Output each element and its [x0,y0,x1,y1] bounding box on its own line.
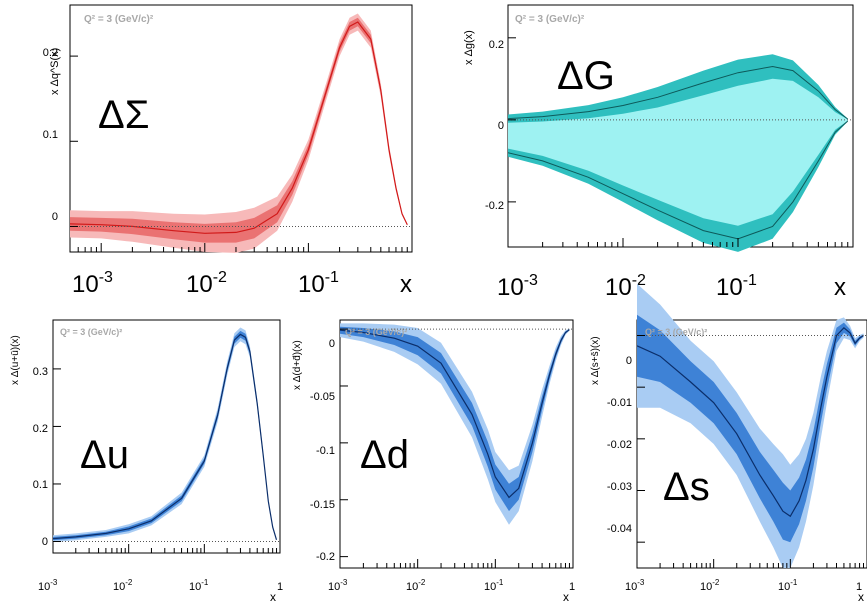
x-tick-label: 10-2 [113,578,133,593]
y-axis-label: x Δq^S(x) [49,48,61,95]
x-tick-label: 10-2 [186,269,227,298]
x-tick-labels: 10-3 10-2 10-1 1 [625,578,862,593]
y-tick-label: 0.1 [43,129,58,141]
curve-label: Δu [80,433,129,477]
y-tick-label: 0 [329,338,335,350]
band-outer [637,283,864,568]
central-line-lower [507,120,849,240]
plot-frame [69,4,413,253]
q2-annotation: Q² = 3 (GeV/c)² [515,14,585,25]
y-tick-labels: 0 0.1 0.2 [43,47,58,223]
y-tick-label: 0 [626,355,632,367]
y-axis-ticks [70,55,78,227]
y-tick-labels: 0 0.1 0.2 0.3 [33,366,48,548]
x-axis-ticks [636,559,867,568]
x-axis-ticks [52,544,281,553]
plot-frame [52,319,281,554]
x-tick-label: 10-1 [484,578,504,593]
central-line [636,326,864,518]
curve-label: ΔG [557,54,615,98]
x-tick-label: 10-1 [716,272,757,301]
x-tick-labels: 10-3 10-2 10-1 [72,269,339,298]
y-axis-label: x Δ(d+d̄)(x) [292,340,303,390]
curve-label: Δs [663,465,710,509]
x-tick-label: 10-3 [328,578,348,593]
x-axis-ticks [339,559,574,568]
y-tick-label: 0.1 [33,479,48,491]
y-tick-label: 0 [42,536,48,548]
band-outer [340,323,570,525]
y-axis-ticks [340,328,348,558]
central-line [52,333,278,540]
x-tick-label: 10-2 [406,578,426,593]
q2-annotation: Q² = 3 (GeV/c)² [60,327,122,337]
x-tick-labels: 10-3 10-2 10-1 1 [328,578,575,593]
x-axis-label: x [834,274,846,301]
x-axis-label: x [270,590,276,604]
plot-frame [636,319,867,569]
y-axis-ticks [637,335,645,543]
y-tick-label: -0.03 [607,481,632,493]
band-inner [637,314,864,543]
x-tick-labels: 10-3 10-2 10-1 1 [38,578,283,593]
y-tick-labels: 0 -0.05 -0.1 -0.15 -0.2 [310,338,335,563]
y-tick-label: -0.04 [607,523,632,535]
central-line [339,329,570,499]
x-tick-label: 1 [856,581,862,593]
y-tick-label: 0 [498,120,504,132]
x-tick-labels: 10-3 10-2 10-1 [497,272,757,301]
x-tick-label: 10-1 [778,578,798,593]
y-tick-label: 0.2 [33,423,48,435]
x-axis-label: x [858,590,864,604]
q2-annotation: Q² = 3 (GeV/c)² [345,327,407,337]
y-tick-label: -0.02 [607,439,632,451]
central-line [507,65,849,120]
y-tick-label: -0.2 [485,200,504,212]
x-tick-label: 10-2 [700,578,720,593]
x-tick-label: 10-3 [497,272,538,301]
y-tick-label: 0 [52,211,58,223]
x-tick-label: 10-3 [72,269,113,298]
y-axis-label: x Δ(u+ū)(x) [10,335,21,385]
y-tick-label: -0.01 [607,397,632,409]
y-tick-label: -0.1 [316,445,335,457]
x-tick-label: 10-1 [189,578,209,593]
panel-sigma: Q² = 3 (GeV/c)² x Δq^S(x) x ΔΣ 10-3 10-2… [43,4,413,298]
panel-gluon: Q² = 3 (GeV/c)² x Δg(x) x ΔG 10-3 10-2 1… [463,4,854,301]
y-tick-labels: 0 -0.01 -0.02 -0.03 -0.04 [607,355,632,535]
band-inner [508,78,848,226]
y-tick-label: -0.15 [310,499,335,511]
x-axis-label: x [563,590,569,604]
x-tick-label: 10-3 [38,578,58,593]
y-axis-label: x Δg(x) [463,30,475,65]
y-tick-labels: -0.2 0 0.2 [485,39,504,212]
y-tick-label: -0.05 [310,391,335,403]
x-axis-ticks [69,243,413,252]
central-line [69,21,408,234]
y-tick-label: -0.2 [316,551,335,563]
band-inner [70,17,408,243]
x-axis-ticks [507,238,854,247]
y-tick-label: 0.2 [43,47,58,59]
curve-label: ΔΣ [98,93,149,137]
y-axis-ticks [53,368,61,542]
x-tick-label: 1 [277,581,283,593]
panel-s: Q² = 3 (GeV/c)² x Δ(s+s̄)(x) x Δs 10-3 1… [590,283,867,604]
x-tick-label: 10-3 [625,578,645,593]
panel-d: Q² = 3 (GeV/c)² x Δ(d+d̄)(x) x Δd 10-3 1… [292,319,575,604]
y-axis-label: x Δ(s+s̄)(x) [590,336,601,385]
q2-annotation: Q² = 3 (GeV/c)² [84,14,154,25]
y-tick-label: 0.3 [33,366,48,378]
curve-label: Δd [360,433,409,477]
plot-frame [339,319,574,569]
q2-annotation: Q² = 3 (GeV/c)² [645,327,707,337]
x-tick-label: 10-1 [298,269,339,298]
panel-u: Q² = 3 (GeV/c)² x Δ(u+ū)(x) x Δu 10-3 10… [10,319,283,604]
y-tick-label: 0.2 [489,39,504,51]
x-tick-label: 1 [569,581,575,593]
x-axis-label: x [400,271,412,298]
y-axis-ticks [508,37,516,203]
